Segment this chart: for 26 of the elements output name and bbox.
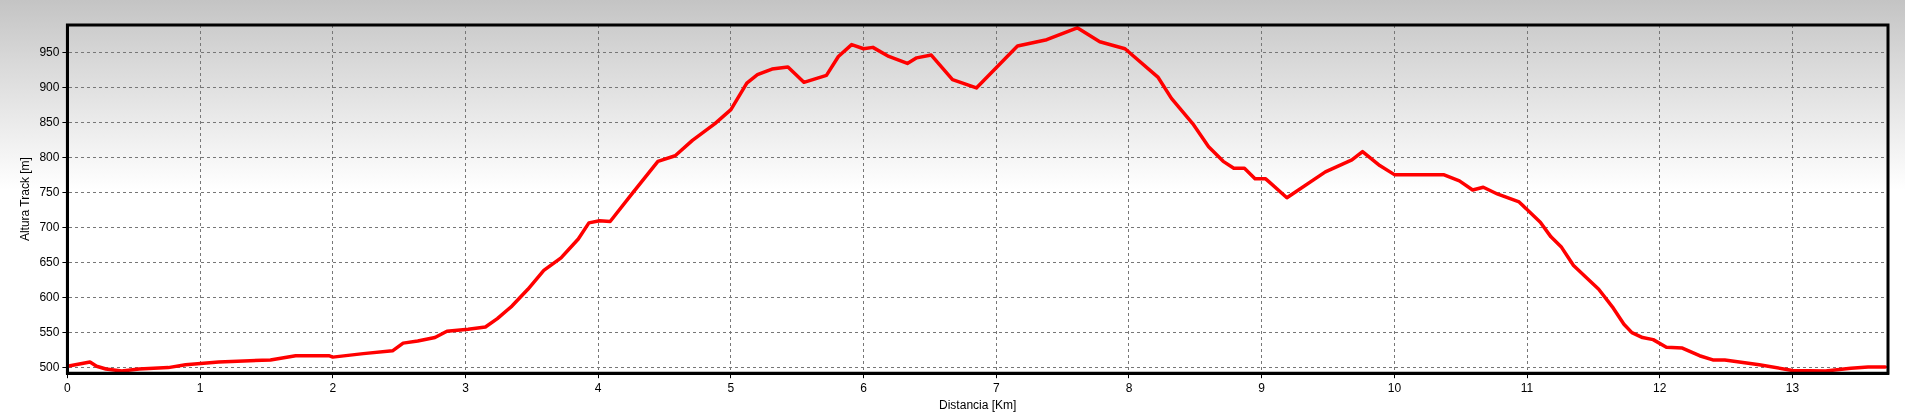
x-tick-label: 9 (1258, 380, 1266, 395)
y-tick-label: 700 (39, 220, 60, 235)
x-tick-label: 8 (1125, 380, 1133, 395)
y-tick-label: 650 (39, 255, 60, 270)
x-tick-label: 3 (462, 380, 470, 395)
x-tick-label: 0 (64, 380, 72, 395)
y-tick-label: 800 (39, 150, 60, 165)
y-tick-label: 950 (39, 45, 60, 60)
x-tick-label: 7 (992, 380, 1000, 395)
y-tick-label: 550 (39, 324, 60, 339)
y-tick-label: 850 (39, 115, 60, 130)
x-tick-label: 10 (1387, 380, 1402, 395)
y-tick-label: 500 (39, 359, 60, 374)
y-tick-label: 750 (39, 185, 60, 200)
x-tick-label: 12 (1653, 380, 1667, 395)
y-axis-title: Altura Track [m] (17, 157, 32, 242)
y-tick-label: 600 (39, 290, 60, 304)
x-tick-label: 11 (1520, 380, 1534, 395)
x-tick-label: 4 (594, 380, 602, 395)
x-tick-label: 6 (860, 380, 868, 395)
x-tick-label: 2 (329, 380, 337, 395)
y-tick-label: 900 (39, 80, 60, 95)
x-tick-label: 13 (1785, 380, 1800, 395)
x-axis-title: Distancia [Km] (939, 398, 1017, 413)
x-tick-label: 5 (727, 380, 735, 395)
x-tick-label: 1 (196, 380, 204, 395)
